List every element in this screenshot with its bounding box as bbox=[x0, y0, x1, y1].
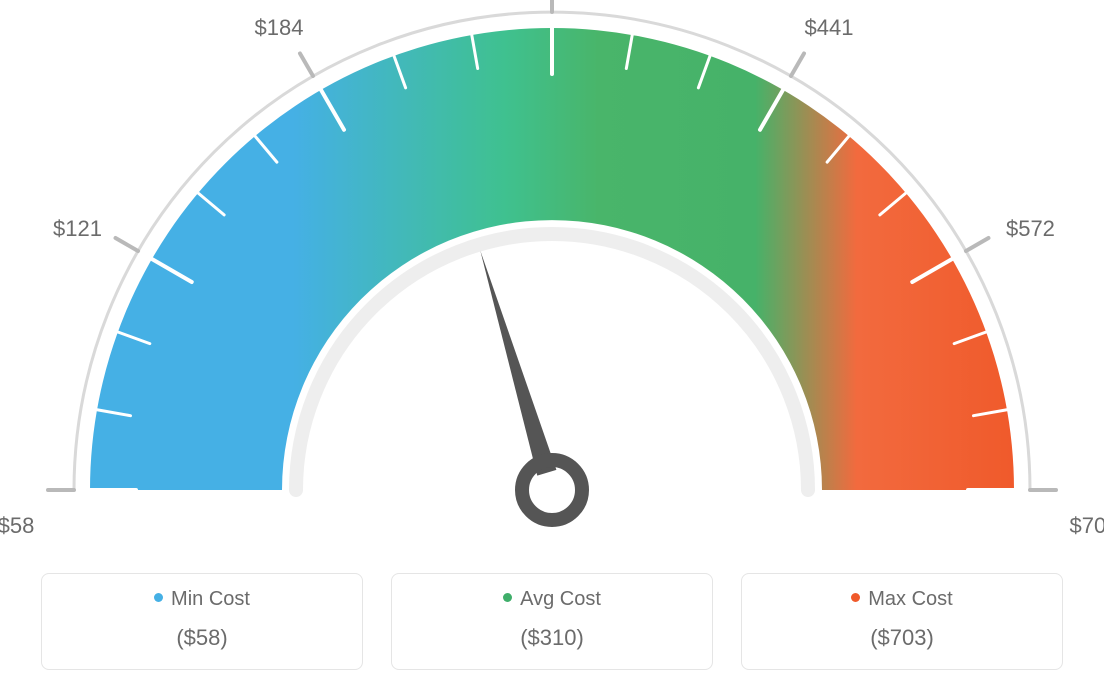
gauge-area: $58$121$184$310$441$572$703 bbox=[0, 0, 1104, 560]
legend-card-max: Max Cost ($703) bbox=[741, 573, 1063, 670]
gauge-tick-label: $572 bbox=[1006, 216, 1055, 242]
legend-title-min: Min Cost bbox=[42, 588, 362, 611]
dot-icon bbox=[851, 593, 860, 602]
legend-title-max: Max Cost bbox=[742, 588, 1062, 611]
cost-gauge-chart: $58$121$184$310$441$572$703 Min Cost ($5… bbox=[0, 0, 1104, 690]
gauge-tick-label: $441 bbox=[805, 15, 854, 41]
legend-label: Avg Cost bbox=[520, 588, 601, 610]
legend-title-avg: Avg Cost bbox=[392, 588, 712, 611]
legend-row: Min Cost ($58) Avg Cost ($310) Max Cost … bbox=[0, 573, 1104, 670]
legend-card-min: Min Cost ($58) bbox=[41, 573, 363, 670]
legend-label: Max Cost bbox=[868, 588, 952, 610]
dot-icon bbox=[154, 593, 163, 602]
legend-value-avg: ($310) bbox=[392, 625, 712, 651]
gauge-svg bbox=[0, 0, 1104, 560]
legend-label: Min Cost bbox=[171, 588, 250, 610]
gauge-tick-label: $121 bbox=[53, 216, 102, 242]
legend-value-min: ($58) bbox=[42, 625, 362, 651]
legend-value-max: ($703) bbox=[742, 625, 1062, 651]
gauge-tick-label: $58 bbox=[0, 513, 34, 539]
dot-icon bbox=[503, 593, 512, 602]
gauge-tick-label: $703 bbox=[1070, 513, 1104, 539]
legend-card-avg: Avg Cost ($310) bbox=[391, 573, 713, 670]
gauge-tick-label: $184 bbox=[255, 15, 304, 41]
